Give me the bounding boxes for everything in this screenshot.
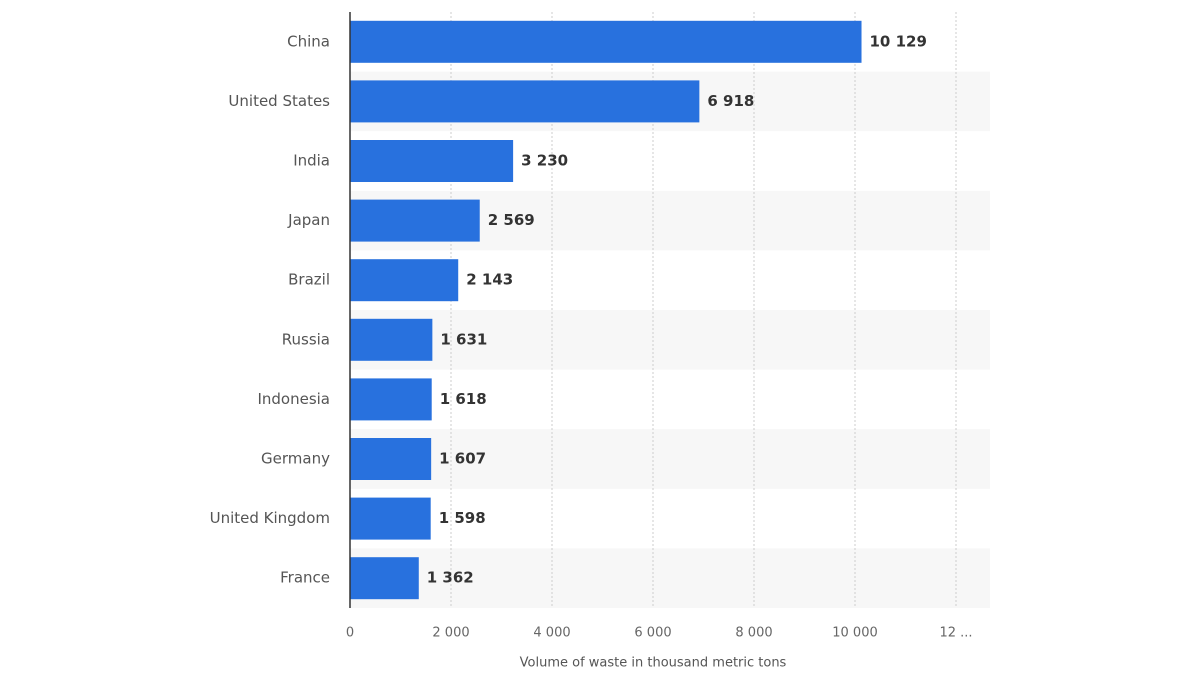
bar: [350, 80, 700, 123]
bar: [350, 20, 862, 63]
y-tick-label: Brazil: [288, 271, 330, 289]
x-tick-label: 8 000: [735, 626, 772, 641]
bar: [350, 318, 433, 361]
value-label: 1 607: [439, 450, 486, 468]
bar: [350, 438, 432, 480]
bar: [350, 259, 459, 302]
y-tick-label: India: [293, 152, 330, 170]
row-stripe: [350, 310, 990, 370]
y-tick-label: Indonesia: [257, 390, 330, 408]
bar: [350, 199, 480, 242]
value-label: 6 918: [707, 92, 754, 110]
y-tick-label: France: [280, 569, 330, 587]
x-tick-label: 2 000: [432, 626, 469, 641]
value-label: 1 618: [440, 390, 487, 408]
value-label: 10 129: [870, 32, 927, 50]
value-label: 1 362: [427, 569, 474, 587]
x-tick-label: 4 000: [533, 626, 570, 641]
value-label: 1 631: [440, 330, 487, 348]
row-stripe: [350, 429, 990, 489]
y-tick-label: Germany: [261, 450, 330, 468]
row-stripe: [350, 548, 990, 608]
x-tick-label: 10 000: [832, 626, 878, 641]
y-tick-label: Russia: [282, 330, 330, 348]
bar: [350, 557, 419, 600]
x-tick-label: 0: [346, 626, 354, 641]
x-tick-label: 12 ...: [939, 626, 972, 641]
value-label: 2 143: [466, 271, 513, 289]
x-axis-label: Volume of waste in thousand metric tons: [520, 656, 787, 671]
bar: [350, 140, 514, 182]
y-tick-label: United Kingdom: [210, 509, 330, 527]
bar: [350, 497, 431, 540]
value-label: 2 569: [488, 211, 535, 229]
y-tick-label: United States: [228, 92, 330, 110]
bar: [350, 378, 432, 421]
x-tick-label: 6 000: [634, 626, 671, 641]
y-tick-label: China: [287, 32, 330, 50]
value-label: 3 230: [521, 152, 568, 170]
value-label: 1 598: [439, 509, 486, 527]
y-tick-label: Japan: [287, 211, 330, 229]
